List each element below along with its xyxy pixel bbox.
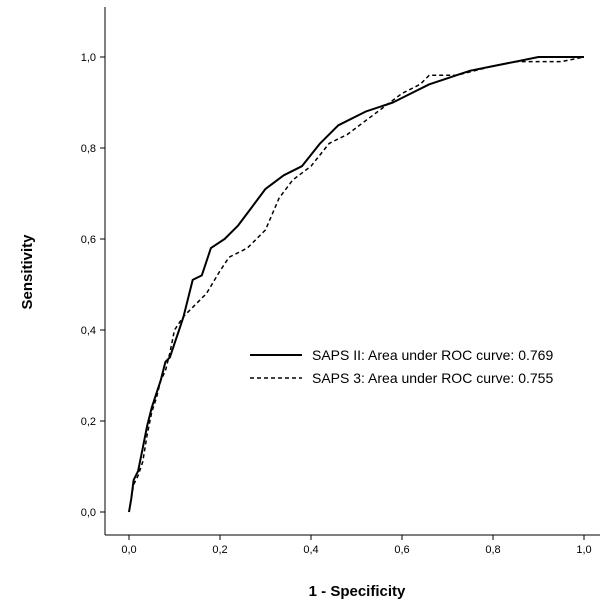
y-axis-ticks: 0,0 0,2 0,4 0,6 0,8 1,0 — [81, 52, 105, 519]
legend: SAPS II: Area under ROC curve: 0.769 SAP… — [250, 347, 553, 386]
plot-frame — [104, 7, 600, 536]
y-tick-label: 0,8 — [81, 143, 96, 155]
x-tick-label: 0,4 — [303, 544, 318, 556]
x-tick-label: 0,8 — [485, 544, 500, 556]
x-axis-title: 1 - Specificity — [309, 583, 406, 600]
x-tick-label: 0,0 — [121, 544, 136, 556]
x-tick-label: 0,6 — [394, 544, 409, 556]
series-layer — [128, 56, 585, 513]
y-tick-label: 0,6 — [81, 234, 96, 246]
y-tick-label: 0,2 — [81, 416, 96, 428]
x-tick-label: 0,2 — [212, 544, 227, 556]
legend-label-saps-ii: SAPS II: Area under ROC curve: 0.769 — [312, 347, 553, 363]
x-tick-label: 1,0 — [576, 544, 591, 556]
y-tick-label: 0,4 — [81, 325, 96, 337]
y-tick-label: 0,0 — [81, 507, 96, 519]
y-axis-title: Sensitivity — [19, 234, 36, 310]
y-tick-label: 1,0 — [81, 52, 96, 64]
series-line-saps-3 — [128, 56, 585, 513]
x-axis-ticks: 0,0 0,2 0,4 0,6 0,8 1,0 — [121, 535, 592, 556]
series-line-saps-ii — [128, 56, 584, 513]
legend-label-saps-3: SAPS 3: Area under ROC curve: 0.755 — [312, 370, 553, 386]
